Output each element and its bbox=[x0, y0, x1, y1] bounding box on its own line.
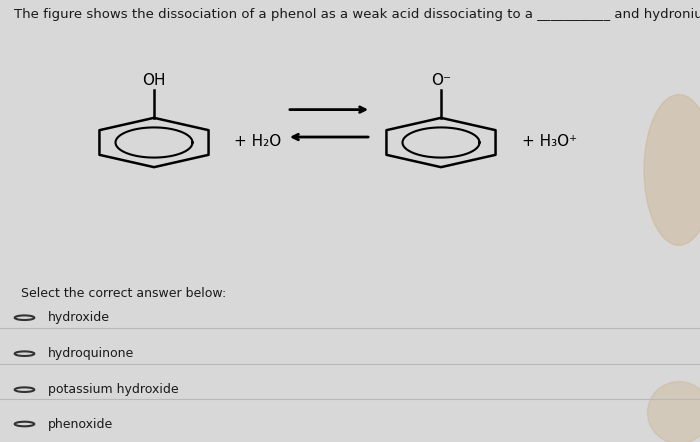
Text: hydroxide: hydroxide bbox=[48, 311, 110, 324]
Ellipse shape bbox=[648, 381, 700, 442]
Text: OH: OH bbox=[142, 72, 166, 88]
Text: + H₂O: + H₂O bbox=[234, 133, 281, 149]
Text: O⁻: O⁻ bbox=[431, 72, 451, 88]
Text: phenoxide: phenoxide bbox=[48, 418, 113, 431]
Text: potassium hydroxide: potassium hydroxide bbox=[48, 383, 178, 396]
Text: hydroquinone: hydroquinone bbox=[48, 347, 134, 360]
Text: The figure shows the dissociation of a phenol as a weak acid dissociating to a _: The figure shows the dissociation of a p… bbox=[14, 8, 700, 21]
Text: + H₃O⁺: + H₃O⁺ bbox=[522, 133, 577, 149]
Text: Select the correct answer below:: Select the correct answer below: bbox=[21, 287, 226, 300]
Ellipse shape bbox=[644, 95, 700, 245]
